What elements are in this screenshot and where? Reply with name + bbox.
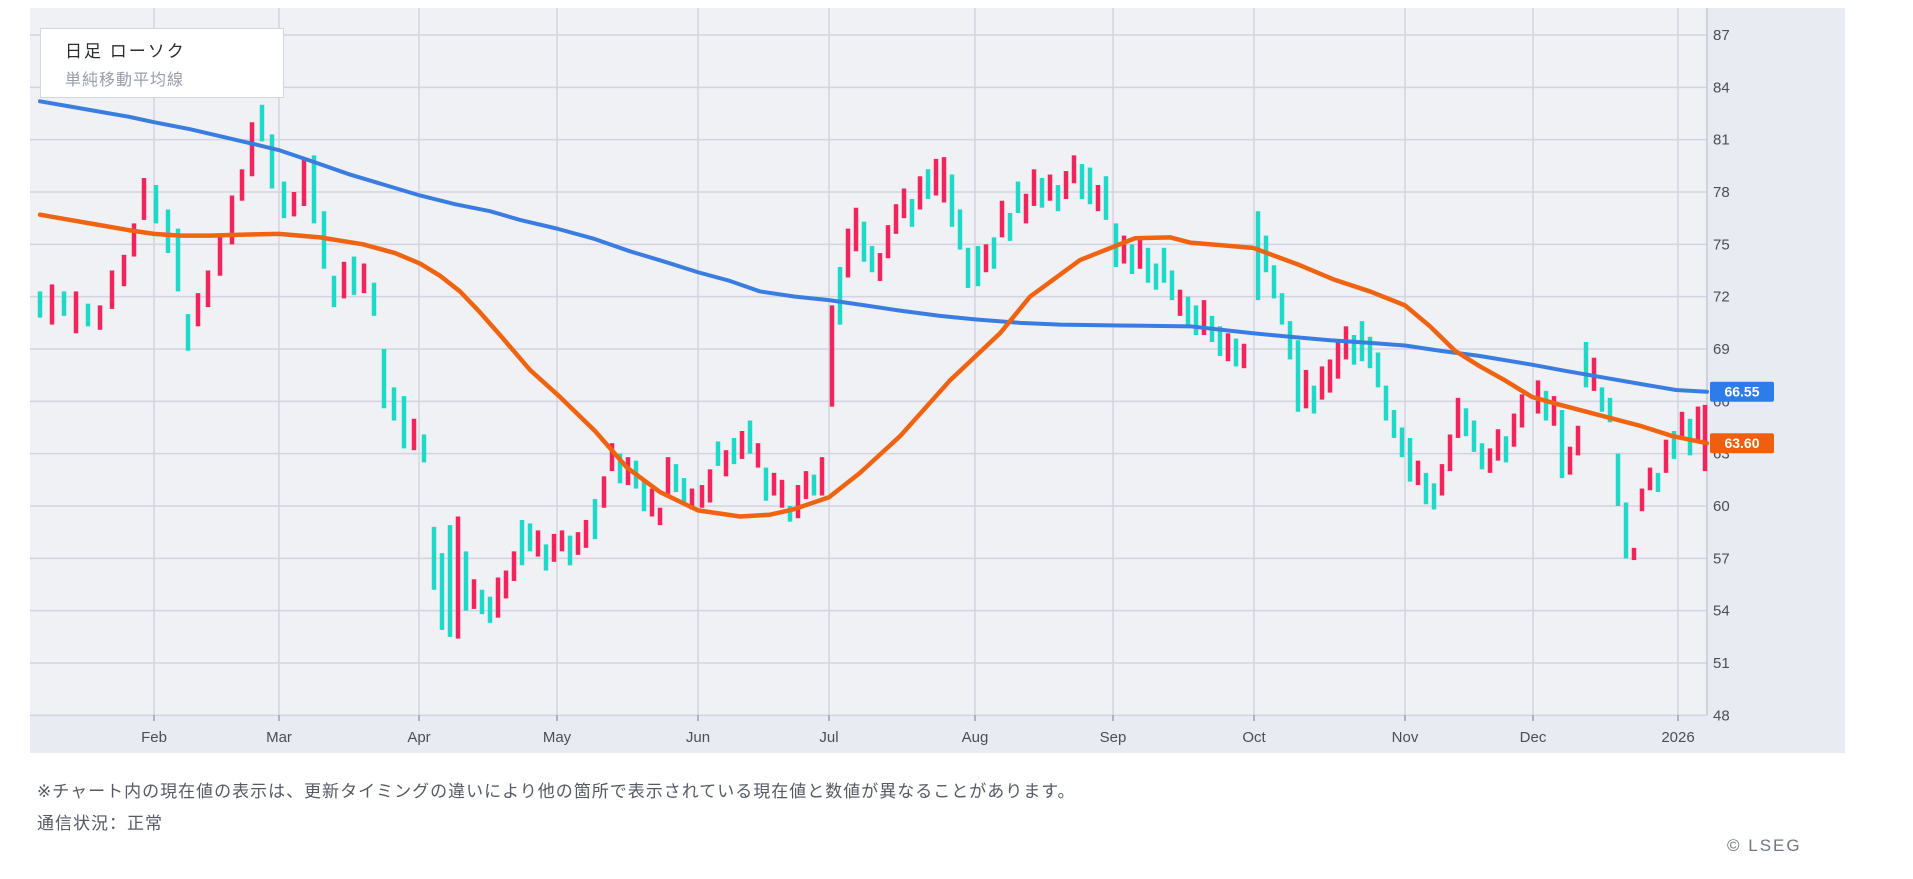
x-axis-label: Feb: [141, 729, 167, 746]
y-axis-label: 84: [1713, 79, 1730, 96]
x-axis-label: 2026: [1661, 729, 1694, 746]
x-axis-label: Sep: [1100, 729, 1127, 746]
y-axis-label: 72: [1713, 289, 1730, 306]
x-axis-label: Aug: [962, 729, 989, 746]
lseg-copyright: © LSEG: [1727, 836, 1802, 855]
y-axis-label: 78: [1713, 184, 1730, 201]
y-axis-label: 87: [1713, 27, 1730, 44]
chart-legend-box: 日足 ローソク 単純移動平均線: [40, 28, 284, 98]
current-price-tag: [1710, 433, 1774, 454]
connection-status: 通信状況：正常: [37, 814, 163, 833]
x-axis-label: Jul: [819, 729, 838, 746]
chart-subtitle: 単純移動平均線: [65, 72, 185, 89]
chart-title: 日足 ローソク: [65, 42, 186, 61]
y-axis-label: 54: [1713, 603, 1730, 620]
x-axis-label: Nov: [1392, 729, 1419, 746]
y-axis-label: 69: [1713, 341, 1730, 358]
y-axis-label: 57: [1713, 550, 1730, 567]
x-axis-label: Jun: [686, 729, 710, 746]
x-axis-label: Apr: [407, 729, 430, 746]
current-price-value: 66.55: [1724, 384, 1759, 400]
y-axis-label: 48: [1713, 707, 1730, 724]
y-axis-label: 81: [1713, 132, 1730, 149]
disclaimer-text: ※チャート内の現在値の表示は、更新タイミングの違いにより他の箇所で表示されている…: [37, 782, 1076, 801]
y-axis-label: 51: [1713, 655, 1730, 672]
plot-background: [30, 8, 1707, 715]
current-price-value: 63.60: [1724, 435, 1759, 451]
y-axis-label: 75: [1713, 236, 1730, 253]
sma-short-line: [37, 212, 1710, 519]
current-price-tag: [1710, 381, 1774, 402]
x-axis-label: Oct: [1242, 729, 1266, 746]
x-axis-label: May: [543, 729, 572, 746]
y-axis-label: 60: [1713, 498, 1730, 515]
candlestick-chart[interactable]: 87 84 81 78 75 72 69 66 63 60 57 54 51 48 Feb Mar Apr May…: [30, 8, 1845, 753]
x-axis-label: Mar: [266, 729, 292, 746]
x-axis-label: Dec: [1520, 729, 1547, 746]
sma-long-line: [38, 99, 1709, 394]
